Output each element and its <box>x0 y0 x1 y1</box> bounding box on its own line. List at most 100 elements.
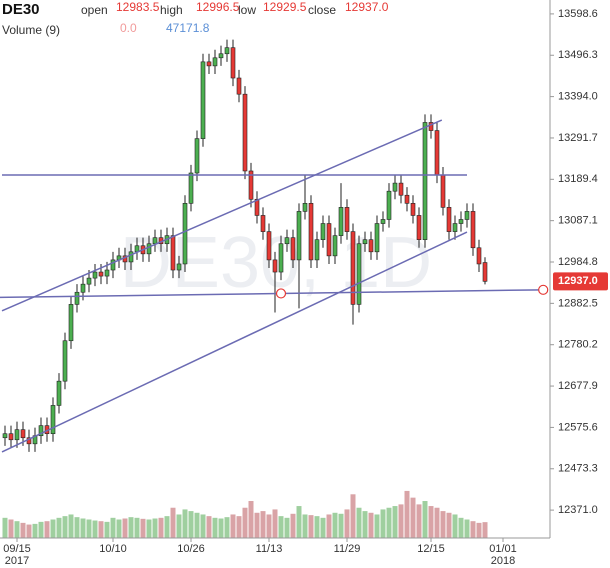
candle-body <box>104 269 110 277</box>
volume-bar <box>362 511 368 538</box>
volume-label: Volume (9) <box>2 23 60 37</box>
candle-body <box>434 130 440 176</box>
volume-bar <box>128 517 134 538</box>
volume-bar <box>482 522 488 538</box>
y-tick-label: 12780.2 <box>558 339 598 351</box>
candle-body <box>80 283 86 293</box>
y-tick-label: 13189.4 <box>558 173 598 185</box>
volume-bar <box>206 516 212 538</box>
y-tick-label: 13598.6 <box>558 8 598 20</box>
trend-line <box>1 231 468 453</box>
open-label: open <box>81 3 108 17</box>
volume-bar <box>368 512 374 538</box>
volume-bar <box>260 511 266 538</box>
low-label: low <box>238 3 256 17</box>
high-value: 12996.5 <box>196 0 240 14</box>
candle-body <box>236 77 242 95</box>
plot-area <box>0 39 549 538</box>
candle-body <box>392 182 398 192</box>
year-label: 2018 <box>491 555 515 567</box>
volume-bar <box>254 512 260 538</box>
candle-body <box>38 425 44 437</box>
volume-bar <box>290 513 296 538</box>
x-tick-label: 01/01 <box>489 543 517 555</box>
volume-bar <box>308 515 314 538</box>
candle-body <box>224 47 230 55</box>
volume-bar <box>266 514 272 538</box>
volume-bar <box>62 516 68 538</box>
volume-bar <box>248 501 254 538</box>
volume-bar <box>350 494 356 538</box>
volume-bar <box>38 521 44 538</box>
volume-bar <box>278 516 284 538</box>
volume-bar <box>44 521 50 538</box>
x-tick-label: 09/15 <box>3 543 31 555</box>
y-tick-label: 12882.5 <box>558 297 598 309</box>
candle-body <box>404 194 410 204</box>
open-value: 12983.5 <box>116 0 160 14</box>
candle-body <box>332 235 338 257</box>
candle-body <box>374 223 380 253</box>
volume-bar <box>188 511 194 538</box>
volume-bar <box>152 518 158 538</box>
x-tick-label: 12/15 <box>417 543 445 555</box>
year-label: 2017 <box>5 555 29 567</box>
volume-bar <box>356 507 362 538</box>
volume-bar <box>476 522 482 538</box>
candle-body <box>476 247 482 265</box>
y-tick-label: 12677.9 <box>558 380 598 392</box>
candle-body <box>308 203 314 261</box>
volume-bar <box>236 516 242 538</box>
low-value: 12929.5 <box>263 0 307 14</box>
candle-body <box>284 237 290 245</box>
volume-bar <box>422 501 428 538</box>
candle-body <box>470 211 476 249</box>
volume-bar <box>344 509 350 538</box>
last-price-label: 12937.0 <box>558 275 598 287</box>
candle-body <box>206 61 212 67</box>
volume-bar <box>434 507 440 538</box>
volume-bar <box>170 507 176 538</box>
volume-bar <box>20 522 26 538</box>
volume-bar <box>464 519 470 538</box>
volume-bar <box>272 509 278 538</box>
volume-bar <box>242 507 248 538</box>
candle-body <box>170 235 176 271</box>
volume-bar <box>14 521 20 538</box>
volume-bar <box>26 524 32 538</box>
volume-ma: 0.0 <box>120 21 137 35</box>
volume-bar <box>296 506 302 538</box>
y-tick-label: 12473.3 <box>558 463 598 475</box>
candle-body <box>248 170 254 200</box>
y-tick-label: 13291.7 <box>558 132 598 144</box>
candle-body <box>428 122 434 131</box>
candle-body <box>296 211 302 261</box>
candle-body <box>302 203 308 212</box>
volume-bar <box>374 514 380 538</box>
volume-bar <box>338 513 344 538</box>
candle-body <box>326 223 332 257</box>
candle-body <box>350 231 356 305</box>
volume-bar <box>452 514 458 538</box>
y-tick-label: 13087.1 <box>558 215 598 227</box>
high-label: high <box>160 3 183 17</box>
candle-body <box>56 380 62 406</box>
candle-body <box>128 251 134 263</box>
volume-bar <box>98 521 104 538</box>
close-value: 12937.0 <box>345 0 389 14</box>
volume-bar <box>80 518 86 538</box>
candle-body <box>272 259 278 273</box>
candle-body <box>230 47 236 79</box>
last-price-box <box>553 272 608 291</box>
volume-bar <box>92 520 98 538</box>
trend-line <box>1 119 443 312</box>
candle-body <box>410 203 416 216</box>
candle-body <box>320 223 326 240</box>
candle-body <box>416 215 422 240</box>
x-tick-label: 11/29 <box>334 543 361 555</box>
volume-bar <box>218 518 224 538</box>
volume-bar <box>314 516 320 538</box>
volume-bar <box>158 517 164 538</box>
trend-handle <box>275 288 287 299</box>
